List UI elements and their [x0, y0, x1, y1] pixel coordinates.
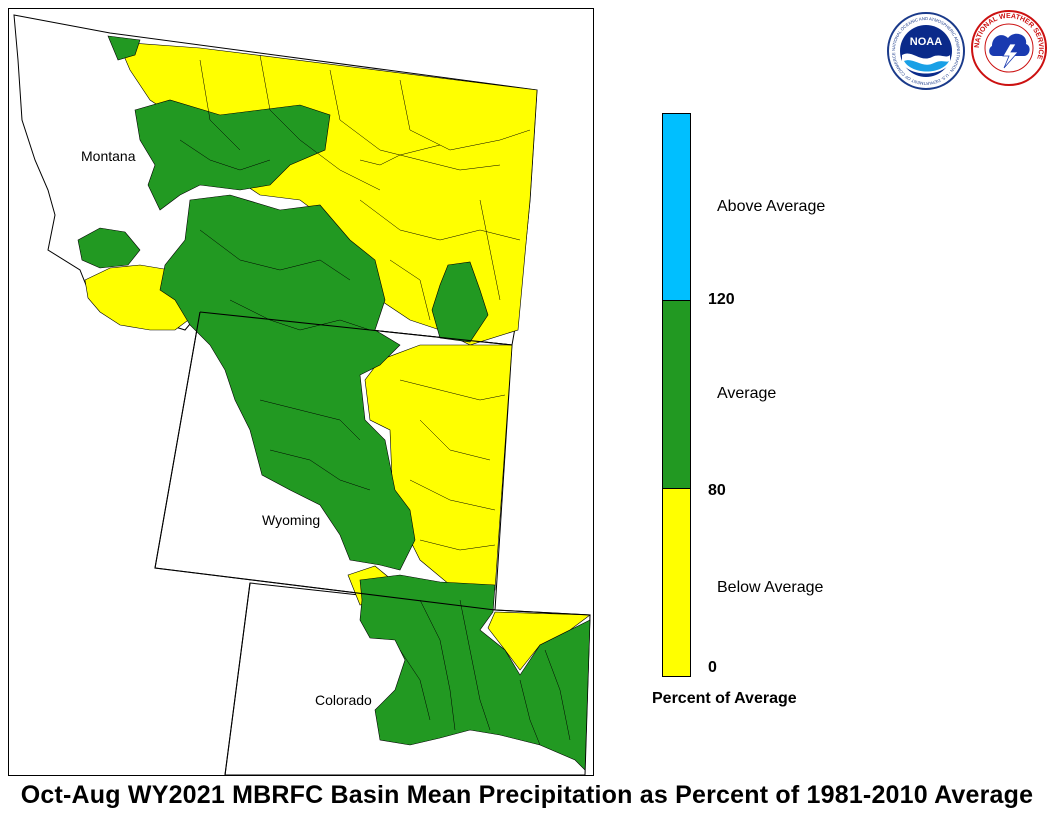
map-title: Oct-Aug WY2021 MBRFC Basin Mean Precipit… [20, 781, 1034, 809]
state-label-colorado: Colorado [315, 692, 372, 708]
basin-region-upper-missouri-west [77, 227, 141, 269]
average-basins [77, 35, 591, 771]
basin-region-colorado-east [487, 611, 591, 671]
basin-region-bighorn-isolated [431, 261, 489, 343]
sub-basin-divides [179, 54, 571, 746]
legend-label-above-average: Above Average [717, 198, 826, 215]
state-label-montana: Montana [81, 148, 136, 164]
noaa-logo: NOAA NATIONAL OCEANIC AND ATMOSPHERIC AD… [887, 12, 965, 90]
legend-tick-120: 120 [708, 291, 735, 308]
legend-tick-0: 0 [708, 659, 717, 676]
legend-bar-below-average [662, 488, 691, 677]
legend-label-below-average: Below Average [717, 579, 824, 596]
basin-map [13, 14, 591, 776]
legend-tick-80: 80 [708, 482, 726, 499]
basin-region-north-rockies [134, 99, 331, 211]
legend-label-average: Average [717, 385, 777, 402]
legend-bar-above-average [662, 113, 691, 301]
state-boundaries [154, 311, 591, 776]
state-label-wyoming: Wyoming [262, 512, 321, 528]
legend-bar-average [662, 300, 691, 489]
noaa-logo-text: NOAA [910, 36, 942, 48]
basin-region-northwest-corner [107, 35, 141, 61]
nws-logo: NATIONAL WEATHER SERVICE [971, 10, 1047, 86]
legend-title: Percent of Average [652, 690, 797, 707]
